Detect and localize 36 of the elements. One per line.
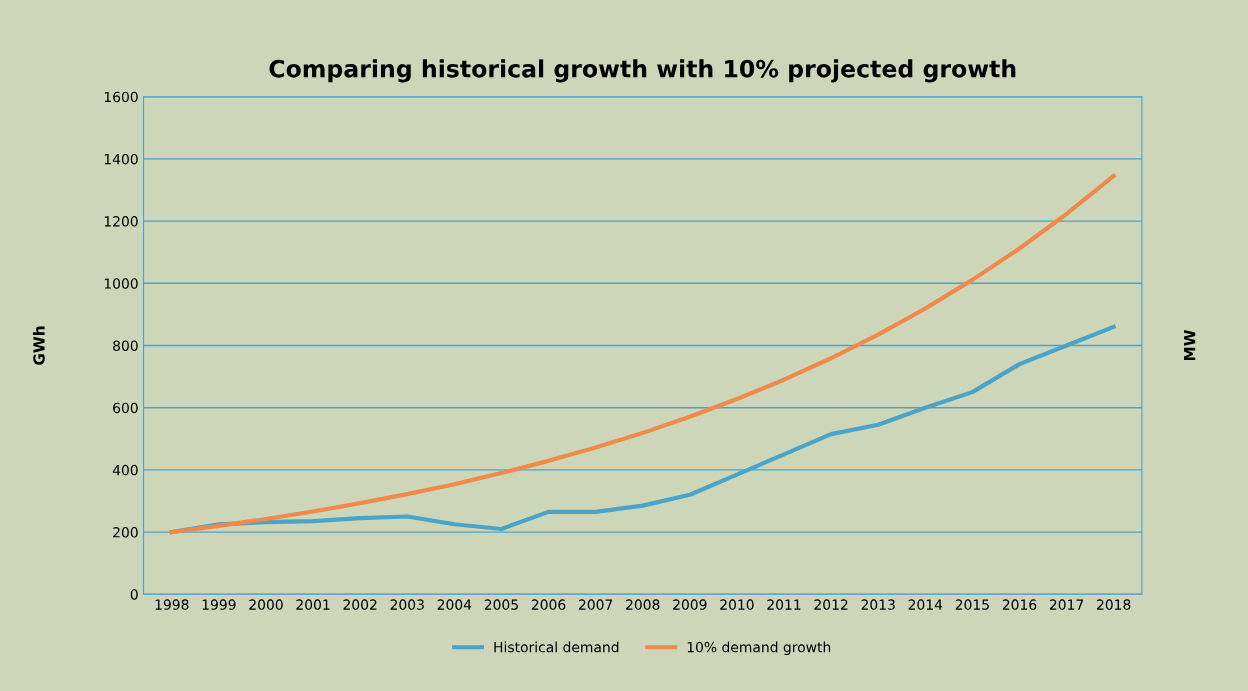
x-tick-label: 2002 (343, 599, 377, 610)
x-tick-label: 2006 (531, 599, 566, 610)
x-tick-label: 2005 (484, 599, 518, 610)
x-tick-label: 2017 (1049, 599, 1084, 610)
x-tick-label: 2000 (249, 599, 283, 610)
x-tick-label: 2015 (955, 599, 989, 610)
x-tick-label: 1999 (202, 599, 236, 610)
x-tick-label: 2009 (673, 599, 707, 610)
y-tick-label: 0 (130, 589, 138, 600)
x-tick-label: 2007 (578, 599, 613, 610)
x-tick-label: 2014 (908, 599, 943, 610)
x-tick-label: 2011 (767, 599, 801, 610)
y-tick-label: 1000 (104, 278, 138, 289)
legend-label: Historical demand (494, 641, 619, 653)
y-tick-label: 200 (113, 527, 138, 538)
x-tick-label: 2016 (1002, 599, 1037, 610)
line-series (169, 173, 1116, 535)
x-tick-label: 1998 (155, 599, 189, 610)
x-tick-label: 2012 (814, 599, 848, 610)
y-tick-label: 600 (113, 402, 138, 414)
y-tick-label: 800 (113, 340, 138, 351)
chart-title: Comparing historical growth with 10% projected growth (269, 59, 1016, 83)
y-tick-label: 1200 (104, 216, 138, 227)
x-tick-label: 2004 (437, 599, 472, 610)
x-tick-label: 2003 (390, 599, 424, 610)
x-tick-label: 2010 (720, 599, 754, 610)
x-tick-label: 2001 (296, 599, 330, 610)
legend-label: 10% demand growth (687, 641, 831, 656)
x-tick-label: 2013 (861, 599, 895, 610)
y2-axis-title: MW (1184, 329, 1196, 361)
x-tick-label: 2008 (626, 599, 660, 610)
y-tick-label: 1400 (104, 153, 138, 165)
y-axis-title: GWh (32, 326, 45, 365)
y-tick-label: 400 (112, 464, 138, 476)
y-tick-label: 1600 (104, 91, 138, 103)
x-tick-label: 2018 (1097, 599, 1131, 610)
